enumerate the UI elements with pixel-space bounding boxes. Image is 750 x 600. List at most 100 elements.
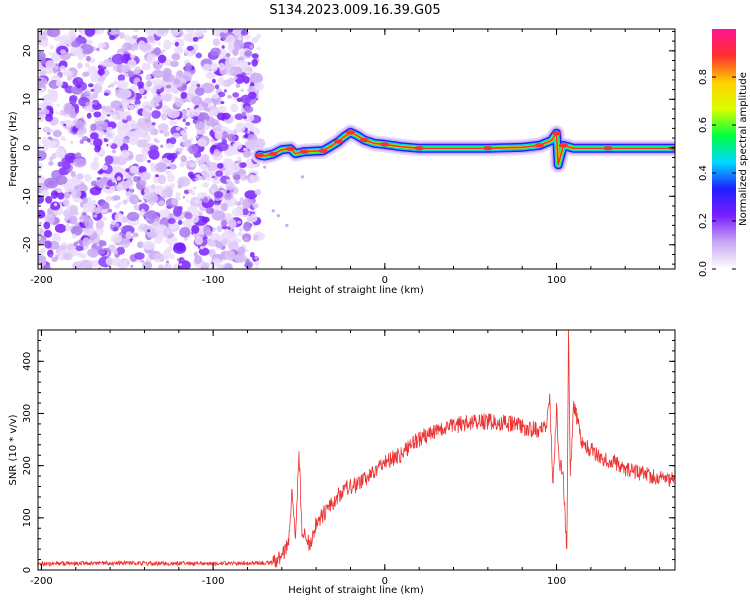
snr-ticks: -200 -100 0 100 0 100 200 300 400 bbox=[22, 329, 675, 587]
noise-speck bbox=[160, 92, 174, 102]
noise-speck bbox=[139, 179, 145, 185]
noise-speck bbox=[182, 118, 186, 123]
noise-speck bbox=[132, 35, 138, 40]
noise-speck bbox=[173, 206, 182, 217]
noise-speck bbox=[90, 123, 97, 131]
noise-speck bbox=[97, 68, 105, 76]
noise-speck bbox=[183, 189, 190, 195]
noise-speck bbox=[154, 165, 159, 169]
noise-speck bbox=[217, 77, 225, 86]
noise-speck bbox=[43, 221, 51, 230]
noise-speck bbox=[204, 97, 212, 104]
noise-speck bbox=[130, 264, 134, 268]
noise-speck bbox=[211, 188, 216, 193]
noise-speck bbox=[38, 51, 46, 61]
noise-speck bbox=[105, 195, 113, 202]
noise-speck bbox=[215, 241, 223, 248]
noise-speck bbox=[174, 41, 179, 47]
noise-speck bbox=[97, 170, 104, 175]
noise-speck bbox=[163, 249, 172, 258]
noise-speck bbox=[153, 93, 158, 98]
noise-speck bbox=[60, 52, 71, 61]
noise-speck bbox=[212, 38, 220, 47]
noise-speck bbox=[110, 143, 118, 150]
noise-speck bbox=[39, 221, 42, 225]
noise-speck bbox=[72, 126, 78, 133]
noise-speck bbox=[175, 192, 181, 198]
noise-speck bbox=[195, 135, 199, 139]
noise-speck bbox=[186, 95, 191, 99]
noise-speck bbox=[129, 194, 139, 205]
noise-speck bbox=[59, 201, 62, 204]
noise-speck bbox=[146, 123, 155, 132]
noise-speck bbox=[139, 42, 151, 52]
noise-speck bbox=[131, 120, 134, 123]
noise-speck bbox=[106, 126, 113, 133]
noise-speck bbox=[184, 62, 193, 71]
noise-speck bbox=[51, 90, 58, 96]
noise-speck bbox=[44, 264, 51, 269]
snr-panel: -200 -100 0 100 0 100 200 300 400 Height of stra… bbox=[8, 329, 676, 596]
noise-speck bbox=[170, 42, 173, 45]
noise-speck bbox=[161, 104, 170, 114]
noise-speck bbox=[252, 231, 265, 241]
noise-speck bbox=[205, 72, 216, 80]
noise-speck bbox=[59, 65, 66, 72]
noise-speck bbox=[209, 62, 218, 72]
noise-speck bbox=[216, 225, 223, 232]
noise-speck bbox=[137, 81, 145, 88]
noise-speck bbox=[230, 103, 239, 113]
noise-speck bbox=[55, 147, 65, 159]
noise-speck bbox=[193, 106, 197, 110]
noise-speck bbox=[54, 202, 58, 207]
noise-speck bbox=[136, 104, 140, 108]
noise-speck bbox=[107, 85, 111, 88]
trace-point bbox=[333, 139, 343, 144]
trace-point bbox=[268, 151, 278, 157]
noise-speck bbox=[157, 42, 161, 46]
noise-speck bbox=[105, 111, 110, 115]
noise-speck bbox=[120, 237, 131, 248]
noise-speck bbox=[170, 60, 179, 67]
noise-speck bbox=[225, 34, 236, 45]
noise-speck bbox=[159, 129, 164, 134]
noise-speck bbox=[165, 169, 172, 176]
noise-speck bbox=[87, 248, 100, 258]
noise-speck bbox=[97, 248, 106, 255]
noise-speck bbox=[86, 138, 91, 143]
noise-speck bbox=[98, 42, 106, 49]
noise-speck bbox=[145, 210, 158, 220]
noise-speck bbox=[46, 29, 61, 38]
y-tick-label: 10 bbox=[22, 93, 33, 106]
noise-speck bbox=[246, 216, 255, 223]
noise-speck bbox=[203, 119, 208, 124]
noise-speck bbox=[195, 87, 205, 96]
noise-speck bbox=[115, 134, 124, 142]
noise-speck bbox=[101, 172, 107, 178]
y-tick-label: 200 bbox=[22, 456, 33, 475]
noise-speck bbox=[263, 165, 267, 169]
noise-speck bbox=[231, 207, 244, 217]
noise-speck bbox=[141, 146, 150, 157]
noise-speck bbox=[141, 62, 151, 71]
noise-speck bbox=[134, 66, 141, 74]
noise-speck bbox=[217, 263, 223, 269]
noise-speck bbox=[58, 34, 72, 45]
noise-speck bbox=[213, 176, 218, 180]
noise-speck bbox=[49, 128, 54, 133]
noise-speck bbox=[99, 61, 104, 66]
noise-speck bbox=[155, 225, 164, 235]
noise-speck bbox=[63, 137, 66, 141]
noise-speck bbox=[231, 228, 235, 232]
trace-point bbox=[483, 146, 493, 151]
noise-speck bbox=[64, 126, 67, 129]
noise-speck bbox=[129, 165, 139, 174]
noise-speck bbox=[132, 232, 139, 238]
noise-speck bbox=[154, 258, 161, 263]
noise-speck bbox=[164, 255, 170, 261]
noise-speck bbox=[169, 163, 177, 170]
noise-speck bbox=[169, 137, 177, 145]
noise-speck bbox=[285, 223, 289, 227]
noise-speck bbox=[193, 93, 198, 97]
noise-speck bbox=[137, 122, 145, 127]
